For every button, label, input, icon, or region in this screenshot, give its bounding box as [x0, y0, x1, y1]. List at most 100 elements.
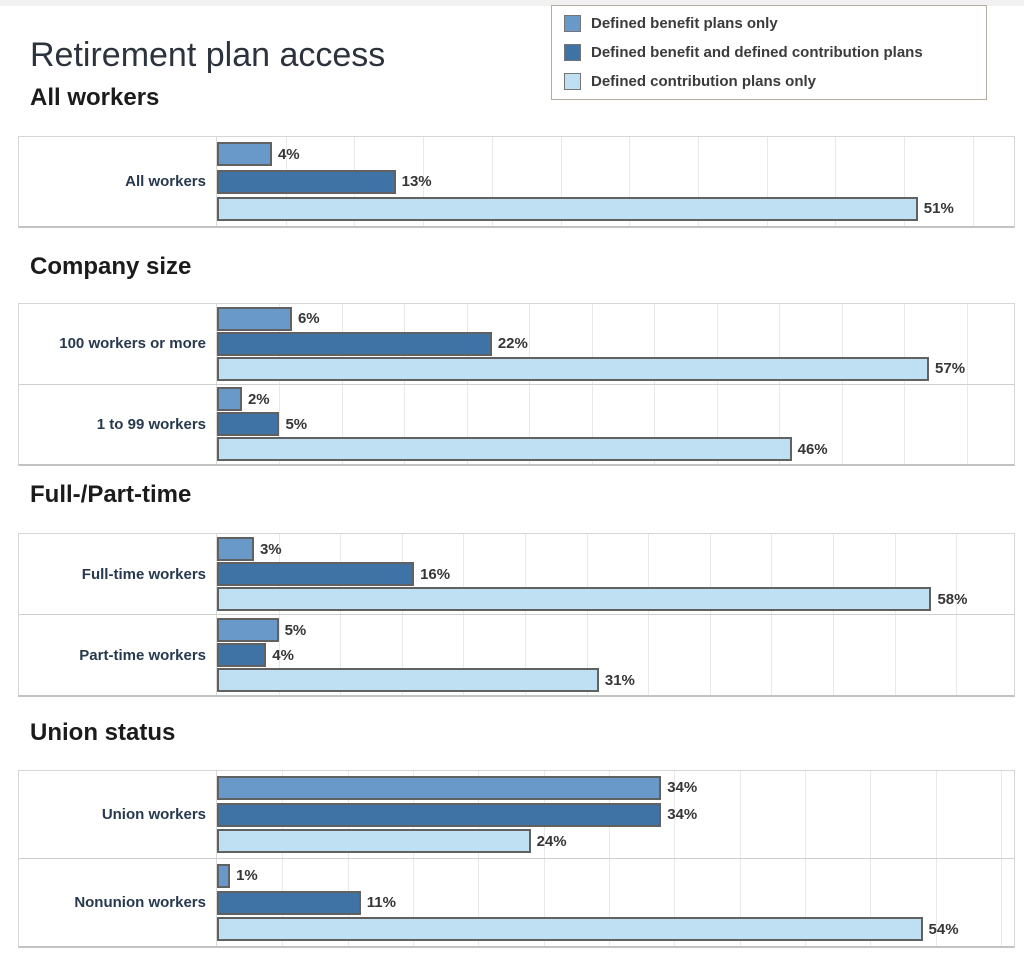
gridline: [894, 615, 896, 695]
bar-line: 31%: [217, 668, 1014, 692]
table-row: 100 workers or more 6% 22% 57%: [19, 304, 1014, 384]
chart-panel-3: Union workers 34% 34% 24% Nonunion workers 1%…: [18, 770, 1015, 948]
bar-line: 58%: [217, 587, 1014, 611]
bar-line: 51%: [217, 196, 1014, 221]
bar-line: 13%: [217, 169, 1014, 194]
bar-value-label: 2%: [247, 390, 270, 408]
gridline: [591, 384, 593, 464]
section-heading-1: Company size: [30, 253, 192, 280]
gridline: [586, 615, 588, 695]
legend-swatch-icon: [564, 73, 581, 90]
gridline: [586, 534, 588, 614]
bar-line: 2%: [217, 387, 1014, 412]
bar-defined-contribution-only[interactable]: [217, 437, 792, 462]
plot-area: 6% 22% 57%: [216, 304, 1014, 384]
gridline: [956, 534, 958, 614]
bar-defined-benefit-and-contribution[interactable]: [217, 562, 415, 586]
bar-value-label: 4%: [272, 646, 294, 664]
bar-defined-benefit-only[interactable]: [217, 142, 272, 167]
gridline: [739, 859, 741, 946]
legend-item-defined-benefit-and-contribution[interactable]: Defined benefit and defined contribution…: [564, 44, 974, 61]
bar-line: 5%: [217, 412, 1014, 437]
bar-value-label: 11%: [366, 894, 396, 911]
table-row: Part-time workers 5% 4% 31%: [19, 614, 1014, 695]
gridline: [278, 615, 280, 695]
gridline: [529, 304, 531, 384]
bar-defined-benefit-and-contribution[interactable]: [217, 802, 662, 827]
gridline: [463, 534, 465, 614]
bar-line: 1%: [217, 863, 1014, 888]
bar-defined-benefit-and-contribution[interactable]: [217, 169, 396, 194]
bar-defined-contribution-only[interactable]: [217, 829, 531, 854]
gridline: [804, 859, 806, 946]
plot-area: 34% 34% 24%: [216, 771, 1014, 858]
bar-value-label: 24%: [536, 832, 567, 850]
gridline: [935, 771, 937, 858]
gridline: [779, 384, 781, 464]
gridline: [904, 304, 906, 384]
bar-line: 22%: [217, 331, 1014, 356]
bar-defined-benefit-only[interactable]: [217, 537, 254, 561]
section-heading-0: All workers: [30, 84, 160, 111]
bar-value-label: 58%: [937, 590, 968, 608]
row-label: Full-time workers: [81, 565, 206, 583]
plot-area: 3% 16% 58%: [216, 534, 1014, 614]
gridline: [654, 304, 656, 384]
bar-value-label: 46%: [797, 440, 828, 458]
plot-area: 1% 11% 54%: [216, 859, 1014, 946]
gridline: [832, 534, 834, 614]
gridline: [966, 384, 968, 464]
legend-item-defined-contribution-only[interactable]: Defined contribution plans only: [564, 73, 974, 90]
gridline: [279, 384, 281, 464]
gridline: [341, 384, 343, 464]
bar-defined-benefit-and-contribution[interactable]: [217, 890, 361, 915]
bar-value-label: 4%: [277, 145, 300, 163]
bar-defined-benefit-and-contribution[interactable]: [217, 412, 280, 437]
bar-defined-benefit-only[interactable]: [217, 775, 662, 800]
gridline: [478, 859, 480, 946]
bar-defined-contribution-only[interactable]: [217, 196, 918, 221]
bar-value-label: 16%: [420, 565, 451, 583]
chart-panel-0: All workers 4% 13% 51%: [18, 136, 1015, 228]
bar-line: 34%: [217, 775, 1014, 800]
legend-item-label: Defined contribution plans only: [591, 73, 816, 90]
bar-defined-contribution-only[interactable]: [217, 587, 932, 611]
legend-item-defined-benefit-only[interactable]: Defined benefit plans only: [564, 15, 974, 32]
gridline: [766, 137, 768, 226]
bar-defined-benefit-only[interactable]: [217, 863, 231, 888]
gridline: [629, 137, 631, 226]
row-label: Nonunion workers: [74, 894, 206, 911]
gridline: [340, 615, 342, 695]
gridline: [674, 771, 676, 858]
gridline: [401, 615, 403, 695]
gridline: [491, 137, 493, 226]
gridline: [779, 304, 781, 384]
table-row: Union workers 34% 34% 24%: [19, 771, 1014, 858]
bar-defined-benefit-only[interactable]: [217, 387, 242, 412]
legend: Defined benefit plans only Defined benefi…: [551, 5, 987, 100]
row-label: 1 to 99 workers: [96, 415, 206, 433]
gridline: [524, 534, 526, 614]
bar-line: 6%: [217, 306, 1014, 331]
gridline: [648, 615, 650, 695]
bar-line: 57%: [217, 356, 1014, 381]
gridline: [870, 771, 872, 858]
plot-area: 2% 5% 46%: [216, 384, 1014, 464]
gridline: [463, 615, 465, 695]
plot-area: 4% 13% 51%: [216, 137, 1014, 226]
bar-defined-contribution-only[interactable]: [217, 356, 930, 381]
gridline: [894, 534, 896, 614]
bar-defined-benefit-and-contribution[interactable]: [217, 331, 492, 356]
bar-line: 46%: [217, 437, 1014, 462]
bar-defined-contribution-only[interactable]: [217, 668, 599, 692]
gridline: [591, 304, 593, 384]
gridline: [841, 304, 843, 384]
bar-defined-benefit-only[interactable]: [217, 306, 292, 331]
bar-defined-benefit-only[interactable]: [217, 618, 279, 642]
bar-value-label: 51%: [923, 200, 954, 218]
bar-defined-benefit-and-contribution[interactable]: [217, 643, 267, 667]
gridline: [543, 859, 545, 946]
bar-defined-contribution-only[interactable]: [217, 917, 923, 942]
bar-value-label: 34%: [667, 779, 698, 797]
bar-value-label: 31%: [604, 671, 635, 689]
